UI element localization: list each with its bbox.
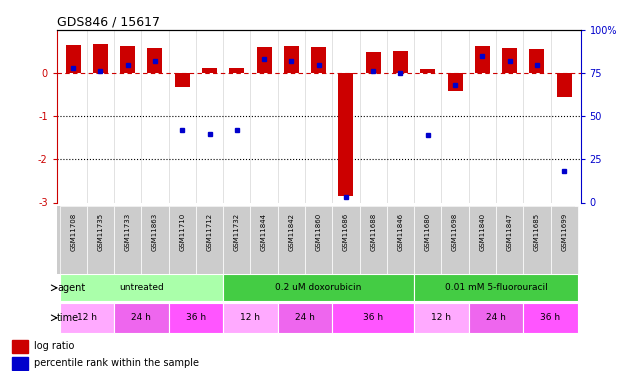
Text: GSM11712: GSM11712 bbox=[206, 213, 213, 251]
Text: 12 h: 12 h bbox=[240, 314, 261, 322]
Bar bbox=[59, 206, 87, 274]
Bar bbox=[223, 303, 278, 333]
Bar bbox=[305, 206, 333, 274]
Bar bbox=[360, 206, 387, 274]
Bar bbox=[338, 73, 353, 196]
Text: GSM11688: GSM11688 bbox=[370, 213, 376, 251]
Bar bbox=[414, 206, 442, 274]
Text: GSM11735: GSM11735 bbox=[97, 213, 103, 251]
Bar bbox=[333, 303, 414, 333]
Text: GSM11698: GSM11698 bbox=[452, 213, 458, 251]
Bar bbox=[469, 303, 523, 333]
Text: 12 h: 12 h bbox=[77, 314, 97, 322]
Bar bbox=[66, 45, 81, 73]
Text: GSM11732: GSM11732 bbox=[234, 213, 240, 251]
Bar bbox=[278, 303, 333, 333]
Bar bbox=[257, 47, 271, 73]
Text: 24 h: 24 h bbox=[486, 314, 506, 322]
Bar bbox=[414, 274, 578, 302]
Text: 0.01 mM 5-fluorouracil: 0.01 mM 5-fluorouracil bbox=[445, 284, 547, 292]
Text: GSM11844: GSM11844 bbox=[261, 213, 267, 251]
Bar bbox=[93, 44, 108, 73]
Text: GSM11710: GSM11710 bbox=[179, 213, 186, 251]
Bar bbox=[121, 46, 135, 73]
Text: GSM11863: GSM11863 bbox=[152, 213, 158, 251]
Text: log ratio: log ratio bbox=[34, 341, 74, 351]
Bar bbox=[168, 303, 223, 333]
Text: GSM11847: GSM11847 bbox=[507, 213, 512, 251]
Bar bbox=[13, 340, 28, 352]
Bar bbox=[393, 51, 408, 73]
Text: GSM11860: GSM11860 bbox=[316, 213, 322, 251]
Bar bbox=[523, 206, 550, 274]
Bar bbox=[59, 274, 223, 302]
Bar bbox=[223, 274, 414, 302]
Bar bbox=[148, 48, 163, 73]
Text: 36 h: 36 h bbox=[541, 314, 560, 322]
Bar bbox=[168, 206, 196, 274]
Bar bbox=[114, 206, 141, 274]
Text: 24 h: 24 h bbox=[131, 314, 151, 322]
Text: time: time bbox=[57, 313, 79, 323]
Bar bbox=[469, 206, 496, 274]
Bar bbox=[557, 73, 572, 97]
Text: 36 h: 36 h bbox=[363, 314, 383, 322]
Text: GSM11699: GSM11699 bbox=[561, 213, 567, 251]
Text: GSM11686: GSM11686 bbox=[343, 213, 349, 251]
Bar bbox=[175, 73, 190, 87]
Text: GSM11842: GSM11842 bbox=[288, 213, 295, 251]
Bar bbox=[202, 68, 217, 73]
Text: GSM11733: GSM11733 bbox=[125, 213, 131, 251]
Bar bbox=[59, 303, 114, 333]
Text: percentile rank within the sample: percentile rank within the sample bbox=[34, 358, 199, 368]
Bar bbox=[366, 53, 380, 73]
Text: 36 h: 36 h bbox=[186, 314, 206, 322]
Text: 24 h: 24 h bbox=[295, 314, 315, 322]
Bar bbox=[311, 47, 326, 73]
Bar bbox=[229, 68, 244, 73]
Bar bbox=[141, 206, 168, 274]
Bar bbox=[523, 303, 578, 333]
Bar bbox=[223, 206, 251, 274]
Text: 12 h: 12 h bbox=[432, 314, 451, 322]
Bar bbox=[414, 303, 469, 333]
Bar bbox=[442, 206, 469, 274]
Bar bbox=[278, 206, 305, 274]
Bar bbox=[420, 69, 435, 73]
Bar bbox=[251, 206, 278, 274]
Bar bbox=[496, 206, 523, 274]
Bar bbox=[333, 206, 360, 274]
Bar bbox=[114, 303, 168, 333]
Text: untreated: untreated bbox=[119, 284, 163, 292]
Text: 0.2 uM doxorubicin: 0.2 uM doxorubicin bbox=[276, 284, 362, 292]
Bar bbox=[529, 48, 545, 73]
Text: agent: agent bbox=[57, 283, 85, 293]
Bar bbox=[475, 46, 490, 73]
Text: GSM11846: GSM11846 bbox=[398, 213, 403, 251]
Bar bbox=[284, 46, 299, 73]
Bar bbox=[502, 48, 517, 73]
Bar bbox=[550, 206, 578, 274]
Text: GSM11680: GSM11680 bbox=[425, 213, 431, 251]
Bar bbox=[13, 357, 28, 370]
Bar bbox=[447, 73, 463, 91]
Text: GSM11685: GSM11685 bbox=[534, 213, 540, 251]
Bar bbox=[196, 206, 223, 274]
Text: GDS846 / 15617: GDS846 / 15617 bbox=[57, 16, 160, 29]
Text: GSM11708: GSM11708 bbox=[70, 213, 76, 251]
Bar bbox=[87, 206, 114, 274]
Bar bbox=[387, 206, 414, 274]
Text: GSM11840: GSM11840 bbox=[480, 213, 485, 251]
